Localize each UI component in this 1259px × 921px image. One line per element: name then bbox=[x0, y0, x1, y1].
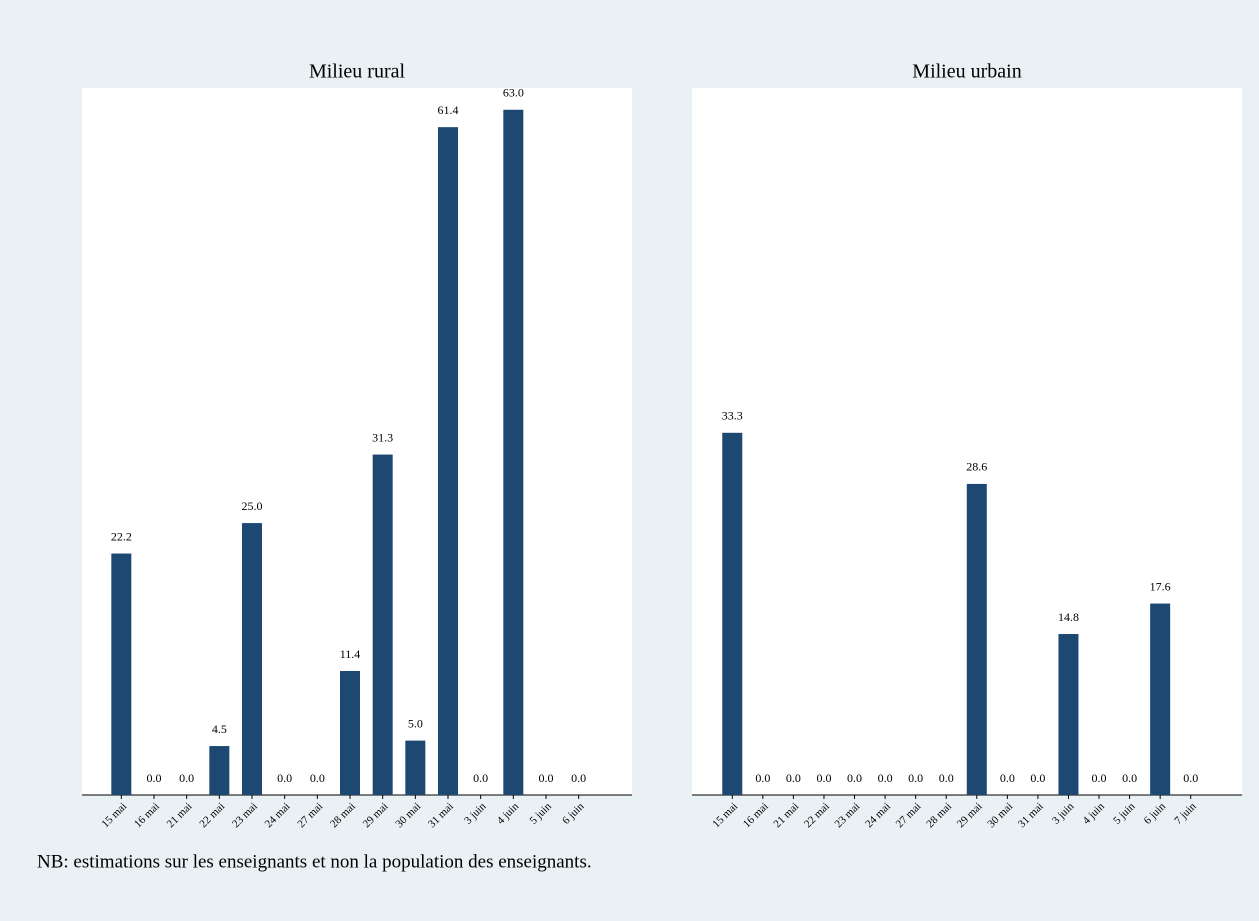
value-label: 63.0 bbox=[503, 86, 524, 100]
footnote: NB: estimations sur les enseignants et n… bbox=[37, 851, 592, 872]
x-tick-label: 23 mai bbox=[230, 800, 260, 830]
x-tick-label: 30 mai bbox=[985, 800, 1015, 830]
x-tick-label: 22 mai bbox=[197, 800, 227, 830]
bar bbox=[966, 483, 987, 795]
x-tick-label: 21 mai bbox=[771, 800, 801, 830]
x-tick-label: 31 mai bbox=[1016, 800, 1046, 830]
x-tick-label: 4 juin bbox=[495, 800, 522, 827]
value-label: 11.4 bbox=[340, 647, 361, 661]
x-tick-label: 5 juin bbox=[1111, 800, 1138, 827]
x-tick-label: 24 mai bbox=[863, 800, 893, 830]
value-label: 0.0 bbox=[1092, 771, 1107, 785]
value-label: 14.8 bbox=[1058, 610, 1079, 624]
x-tick-label: 29 mai bbox=[955, 800, 985, 830]
chart-title: Milieu urbain bbox=[912, 61, 1021, 83]
bar bbox=[503, 109, 524, 795]
x-tick-label: 7 juin bbox=[1172, 800, 1199, 827]
value-label: 0.0 bbox=[179, 771, 194, 785]
value-label: 33.3 bbox=[722, 409, 743, 423]
x-tick-label: 22 mai bbox=[802, 800, 832, 830]
x-tick-label: 3 juin bbox=[462, 800, 489, 827]
value-label: 61.4 bbox=[438, 103, 459, 117]
x-tick-label: 29 mai bbox=[361, 800, 391, 830]
x-tick-label: 30 mai bbox=[393, 800, 423, 830]
x-tick-label: 16 mai bbox=[132, 800, 162, 830]
value-label: 0.0 bbox=[939, 771, 954, 785]
value-label: 0.0 bbox=[816, 771, 831, 785]
value-label: 0.0 bbox=[786, 771, 801, 785]
value-label: 0.0 bbox=[755, 771, 770, 785]
x-tick-label: 16 mai bbox=[741, 800, 771, 830]
value-label: 28.6 bbox=[966, 460, 987, 474]
value-label: 17.6 bbox=[1150, 579, 1171, 593]
x-tick-label: 3 juin bbox=[1050, 800, 1077, 827]
bar bbox=[372, 454, 393, 795]
x-tick-label: 28 mai bbox=[328, 800, 358, 830]
value-label: 22.2 bbox=[111, 529, 132, 543]
x-tick-label: 4 juin bbox=[1081, 800, 1108, 827]
value-label: 0.0 bbox=[147, 771, 162, 785]
bar bbox=[1150, 603, 1171, 795]
x-tick-label: 15 mai bbox=[710, 800, 740, 830]
value-label: 0.0 bbox=[847, 771, 862, 785]
value-label: 0.0 bbox=[908, 771, 923, 785]
value-label: 0.0 bbox=[473, 771, 488, 785]
x-tick-label: 15 mai bbox=[99, 800, 129, 830]
x-tick-label: 24 mai bbox=[263, 800, 293, 830]
bar bbox=[1058, 634, 1079, 795]
bar bbox=[438, 127, 458, 795]
bar bbox=[111, 553, 132, 795]
x-tick-label: 21 mai bbox=[165, 800, 195, 830]
value-label: 0.0 bbox=[1183, 771, 1198, 785]
value-label: 0.0 bbox=[539, 771, 554, 785]
x-tick-label: 23 mai bbox=[833, 800, 863, 830]
bar bbox=[209, 746, 230, 795]
x-tick-label: 6 juin bbox=[1142, 800, 1169, 827]
value-label: 0.0 bbox=[1030, 771, 1045, 785]
value-label: 25.0 bbox=[242, 499, 263, 513]
x-tick-label: 27 mai bbox=[894, 800, 924, 830]
value-label: 0.0 bbox=[571, 771, 586, 785]
value-label: 0.0 bbox=[1000, 771, 1015, 785]
value-label: 0.0 bbox=[277, 771, 292, 785]
value-label: 5.0 bbox=[408, 716, 423, 730]
value-label: 0.0 bbox=[1122, 771, 1137, 785]
x-tick-label: 28 mai bbox=[924, 800, 954, 830]
bar bbox=[405, 740, 426, 795]
value-label: 0.0 bbox=[878, 771, 893, 785]
x-tick-label: 31 mai bbox=[426, 800, 456, 830]
value-label: 4.5 bbox=[212, 722, 227, 736]
bar bbox=[340, 671, 360, 795]
bar bbox=[722, 432, 743, 795]
x-tick-label: 6 juin bbox=[560, 800, 587, 827]
bar bbox=[242, 523, 262, 795]
value-label: 0.0 bbox=[310, 771, 325, 785]
x-tick-label: 27 mai bbox=[295, 800, 325, 830]
value-label: 31.3 bbox=[372, 430, 393, 444]
chart-title: Milieu rural bbox=[309, 61, 406, 83]
x-tick-label: 5 juin bbox=[527, 800, 554, 827]
